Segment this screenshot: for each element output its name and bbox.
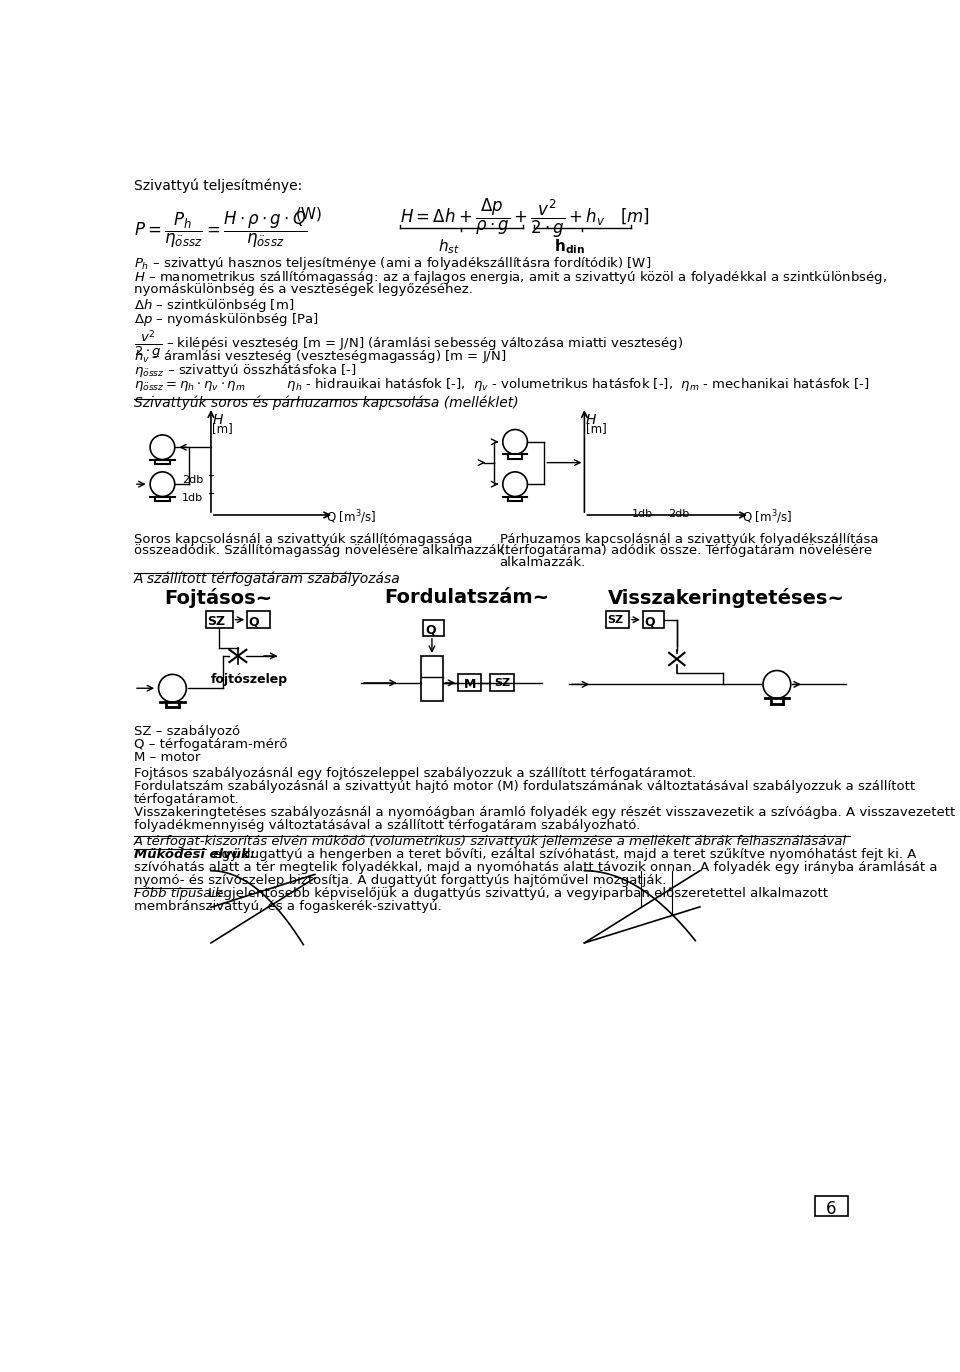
Text: $H = \Delta h + \dfrac{\Delta p}{\rho \cdot g} + \dfrac{v^2}{2 \cdot g} + h_v \q: $H = \Delta h + \dfrac{\Delta p}{\rho \c…: [399, 198, 650, 240]
Text: (W): (W): [296, 207, 323, 222]
Text: $\eta_{\ddot{o}ssz}$ – szivattyú összhátásfoka [-]: $\eta_{\ddot{o}ssz}$ – szivattyú összhát…: [134, 362, 357, 379]
Text: M: M: [465, 678, 477, 691]
Text: Fojtásos szabályozásnál egy fojtószeleppel szabályozzuk a szállított térfogatára: Fojtásos szabályozásnál egy fojtószelepp…: [134, 767, 696, 779]
Text: $\eta_{\ddot{o}ssz} = \eta_h \cdot \eta_v \cdot \eta_m$          $\eta_h$ - hidr: $\eta_{\ddot{o}ssz} = \eta_h \cdot \eta_…: [134, 376, 870, 392]
Text: egy dugattyú a hengerben a teret bővíti, ezáltal szívóhatást, majd a teret szűkí: egy dugattyú a hengerben a teret bővíti,…: [208, 848, 916, 860]
Text: Soros kapcsolásnál a szivattyúk szállítómagassága: Soros kapcsolásnál a szivattyúk szállító…: [134, 532, 472, 546]
Text: 6: 6: [827, 1200, 837, 1218]
Text: (térfogatárama) adódik össze. Térfogatáram növelésére: (térfogatárama) adódik össze. Térfogatár…: [500, 545, 872, 557]
Bar: [421, 656, 443, 701]
Text: H: H: [586, 413, 596, 427]
Text: $\mathbf{h_{din}}$: $\mathbf{h_{din}}$: [554, 237, 585, 257]
Bar: [491, 675, 514, 691]
Text: A szállított térfogatáram szabályozása: A szállított térfogatáram szabályozása: [134, 571, 400, 586]
Text: Q [m$^3$/s]: Q [m$^3$/s]: [742, 509, 793, 527]
Text: $P = \dfrac{P_h}{\eta_{\ddot{o}ssz}} = \dfrac{H \cdot \rho \cdot g \cdot Q}{\eta: $P = \dfrac{P_h}{\eta_{\ddot{o}ssz}} = \…: [134, 210, 307, 250]
Text: SZ – szabályozó: SZ – szabályozó: [134, 726, 240, 738]
Text: szívóhatás alatt a tér megtelik folyadékkal, majd a nyomóhatás alatt távozik onn: szívóhatás alatt a tér megtelik folyadék…: [134, 860, 938, 874]
Text: Visszakeringtetéses~: Visszakeringtetéses~: [608, 589, 845, 608]
Text: SZ: SZ: [608, 615, 624, 626]
Bar: [247, 612, 271, 628]
Text: Fordulatszám szabályozásnál a szivattyút hajtó motor (M) fordulatszámának változ: Fordulatszám szabályozásnál a szivattyút…: [134, 779, 915, 793]
Text: SZ: SZ: [494, 678, 511, 689]
Text: Párhuzamos kapcsolásnál a szivattyúk folyadékszállítása: Párhuzamos kapcsolásnál a szivattyúk fol…: [500, 532, 878, 546]
Text: Szivattyúk soros és párhuzamos kapcsolása (melléklet): Szivattyúk soros és párhuzamos kapcsolás…: [134, 395, 518, 410]
Text: összeadódik. Szállítómagasság növelésére alkalmazzák.: összeadódik. Szállítómagasság növelésére…: [134, 545, 509, 557]
Bar: [458, 675, 481, 691]
Bar: [606, 612, 629, 628]
Text: Fordulatszám~: Fordulatszám~: [384, 589, 549, 608]
Text: Q: Q: [249, 615, 259, 628]
Text: Legjelentősebb képviselőjük a dugattyús szivattyú, a vegyiparban előszeretettel : Legjelentősebb képviselőjük a dugattyús …: [204, 886, 828, 900]
Text: H: H: [212, 413, 223, 427]
Text: $\Delta h$ – szintkülönbség [m]: $\Delta h$ – szintkülönbség [m]: [134, 298, 294, 314]
Text: Q – térfogatáram-mérő: Q – térfogatáram-mérő: [134, 738, 287, 752]
Text: 2db: 2db: [668, 509, 689, 519]
Text: $h_{st}$: $h_{st}$: [438, 237, 460, 257]
Bar: [205, 612, 232, 628]
Text: Q [m$^3$/s]: Q [m$^3$/s]: [326, 509, 377, 527]
Text: Szivattyú teljesítménye:: Szivattyú teljesítménye:: [134, 178, 302, 193]
Text: térfogatáramot.: térfogatáramot.: [134, 793, 240, 805]
Text: fojtószelep: fojtószelep: [211, 672, 288, 686]
Text: 1db: 1db: [632, 509, 653, 519]
Text: [m]: [m]: [212, 421, 233, 435]
Text: $P_h$ – szivattyú hasznos teljesítménye (ami a folyadékszállításra fordítódik) [: $P_h$ – szivattyú hasznos teljesítménye …: [134, 255, 651, 273]
Text: folyadékmennyiség változtatásával a szállított térfogatáram szabályozható.: folyadékmennyiség változtatásával a szál…: [134, 819, 640, 833]
Text: $\Delta p$ – nyomáskülönbség [Pa]: $\Delta p$ – nyomáskülönbség [Pa]: [134, 311, 319, 328]
Text: Q: Q: [644, 615, 655, 628]
Text: Q: Q: [425, 623, 436, 637]
Text: nyomáskülönbség és a veszteségek legyőzéséhez.: nyomáskülönbség és a veszteségek legyőzé…: [134, 283, 473, 296]
Text: [m]: [m]: [586, 421, 607, 435]
Text: 2db: 2db: [181, 475, 203, 484]
Text: A térfogat-kiszorítás elvén működő (volumetrikus) szivattyúk jellemzése a mellék: A térfogat-kiszorítás elvén működő (volu…: [134, 834, 847, 848]
Text: $H$ – manometrikus szállítómagasság: az a fajlagos energia, amit a szivattyú köz: $H$ – manometrikus szállítómagasság: az …: [134, 269, 887, 287]
Bar: [422, 620, 444, 635]
Text: Visszakeringtetéses szabályozásnál a nyomóágban áramló folyadék egy részét vissz: Visszakeringtetéses szabályozásnál a nyo…: [134, 807, 955, 819]
Text: membránszivattyú, és a fogaskerék-szivattyú.: membránszivattyú, és a fogaskerék-szivat…: [134, 900, 442, 912]
Text: Működési elvük:: Működési elvük:: [134, 848, 255, 860]
Bar: [815, 1196, 848, 1217]
Text: Főbb típusaik:: Főbb típusaik:: [134, 886, 228, 900]
Text: M – motor: M – motor: [134, 752, 201, 764]
Text: $h_v$ – áramlási veszteség (veszteségmagasság) [m = J/N]: $h_v$ – áramlási veszteség (veszteségmag…: [134, 348, 507, 365]
Text: nyomó- és szívószelep biztosítja. A dugattyút forgattyús hajtóművel mozgatják.: nyomó- és szívószelep biztosítja. A duga…: [134, 874, 666, 886]
Text: Fojtásos~: Fojtásos~: [165, 589, 273, 608]
Text: 1db: 1db: [181, 494, 203, 504]
Text: SZ: SZ: [207, 615, 226, 628]
Text: alkalmazzák.: alkalmazzák.: [500, 556, 586, 569]
Text: $\dfrac{v^2}{2 \cdot g}$ – kilépési veszteség [m = J/N] (áramlási sebesség válto: $\dfrac{v^2}{2 \cdot g}$ – kilépési vesz…: [134, 328, 683, 361]
Bar: [643, 612, 664, 628]
